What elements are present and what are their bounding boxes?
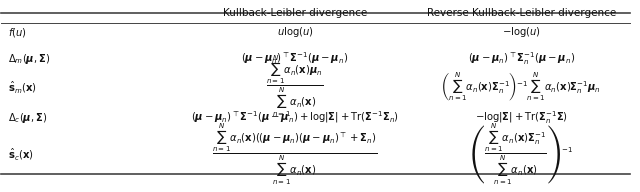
Text: $(\boldsymbol{\mu} - \boldsymbol{\mu}_n)^\top \boldsymbol{\Sigma}^{-1}(\boldsymb: $(\boldsymbol{\mu} - \boldsymbol{\mu}_n)… [241, 51, 349, 66]
Text: Kullback-Leibler divergence: Kullback-Leibler divergence [223, 8, 367, 18]
Text: $u\log(u)$: $u\log(u)$ [276, 25, 314, 39]
Text: $\left(\dfrac{\sum_{n=1}^{N} \alpha_n(\mathbf{x}) \boldsymbol{\Sigma}_n^{-1}}{\s: $\left(\dfrac{\sum_{n=1}^{N} \alpha_n(\m… [469, 122, 573, 187]
Text: $\dfrac{\sum_{n=1}^{N} \alpha_n(\mathbf{x})\left((\boldsymbol{\mu} - \boldsymbol: $\dfrac{\sum_{n=1}^{N} \alpha_n(\mathbf{… [212, 122, 378, 187]
Text: $\left(\sum_{n=1}^{N} \alpha_n(\mathbf{x}) \boldsymbol{\Sigma}_n^{-1}\right)^{-1: $\left(\sum_{n=1}^{N} \alpha_n(\mathbf{x… [441, 70, 601, 103]
Text: $\hat{\mathbf{s}}_m(\mathbf{x})$: $\hat{\mathbf{s}}_m(\mathbf{x})$ [8, 79, 36, 95]
Text: $\dfrac{\sum_{n=1}^{N} \alpha_n(\mathbf{x}) \boldsymbol{\mu}_n}{\sum_{n=1}^{N} \: $\dfrac{\sum_{n=1}^{N} \alpha_n(\mathbf{… [266, 54, 324, 119]
Text: $\hat{\mathbf{s}}_c(\mathbf{x})$: $\hat{\mathbf{s}}_c(\mathbf{x})$ [8, 146, 33, 162]
Text: $\Delta_m(\boldsymbol{\mu}, \boldsymbol{\Sigma})$: $\Delta_m(\boldsymbol{\mu}, \boldsymbol{… [8, 52, 50, 65]
Text: $(\boldsymbol{\mu} - \boldsymbol{\mu}_n)^\top \boldsymbol{\Sigma}^{-1}(\boldsymb: $(\boldsymbol{\mu} - \boldsymbol{\mu}_n)… [191, 110, 399, 125]
Text: $f(u)$: $f(u)$ [8, 26, 26, 39]
Text: $-\log(u)$: $-\log(u)$ [502, 25, 541, 39]
Text: $-\log|\boldsymbol{\Sigma}| + \mathrm{Tr}(\boldsymbol{\Sigma}_n^{-1}\boldsymbol{: $-\log|\boldsymbol{\Sigma}| + \mathrm{Tr… [475, 109, 568, 126]
Text: $\Delta_c(\boldsymbol{\mu}, \boldsymbol{\Sigma})$: $\Delta_c(\boldsymbol{\mu}, \boldsymbol{… [8, 111, 47, 124]
Text: $(\boldsymbol{\mu} - \boldsymbol{\mu}_n)^\top \boldsymbol{\Sigma}_n^{-1}(\boldsy: $(\boldsymbol{\mu} - \boldsymbol{\mu}_n)… [468, 50, 575, 67]
Text: Reverse Kullback-Leibler divergence: Reverse Kullback-Leibler divergence [427, 8, 616, 18]
